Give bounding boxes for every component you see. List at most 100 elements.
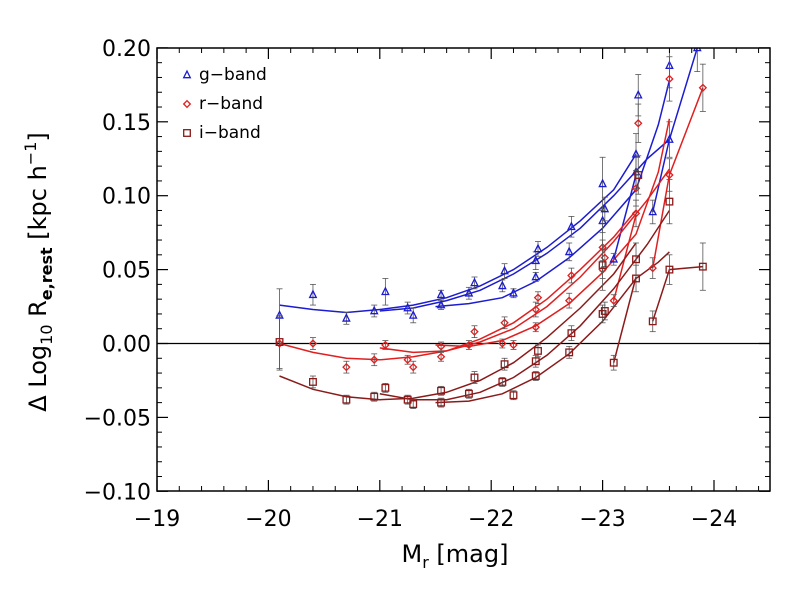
data-point	[275, 315, 284, 370]
data-point	[533, 241, 543, 257]
data-point	[648, 257, 657, 279]
y-tick-label: 0.20	[102, 37, 151, 62]
data-point	[369, 304, 379, 318]
data-point	[464, 286, 474, 300]
legend-marker-triangle	[182, 69, 192, 79]
data-point	[381, 278, 390, 306]
data-point	[609, 252, 619, 266]
data-point	[437, 397, 446, 408]
data-point	[381, 383, 390, 393]
marker-triangle	[564, 246, 574, 256]
marker-square	[275, 338, 284, 346]
data-point	[509, 390, 518, 401]
data-point	[403, 301, 413, 315]
marker-square	[437, 386, 446, 395]
legend-marker-i-band	[183, 129, 191, 137]
marker-diamond	[531, 305, 540, 314]
marker-diamond	[342, 362, 351, 372]
marker-triangle	[692, 48, 702, 52]
marker-triangle	[497, 280, 507, 290]
data-point	[408, 307, 418, 324]
marker-triangle	[381, 286, 390, 296]
marker-square	[464, 389, 473, 398]
y-tick-label: −0.05	[84, 406, 151, 431]
marker-diamond	[436, 352, 446, 362]
fit-curve	[379, 138, 670, 312]
marker-diamond	[665, 170, 674, 180]
data-point	[308, 337, 318, 350]
marker-diamond	[634, 119, 643, 128]
data-point	[381, 340, 390, 350]
marker-triangle	[531, 255, 541, 265]
marker-diamond	[381, 340, 390, 350]
legend-marker-diamond	[182, 99, 192, 109]
x-tick-label: −23	[579, 507, 625, 532]
marker-diamond	[370, 355, 379, 364]
data-point	[500, 263, 509, 279]
marker-triangle	[665, 134, 674, 143]
fit-curve	[435, 80, 671, 308]
data-point	[409, 399, 418, 409]
x-tick-label: −24	[691, 507, 737, 532]
data-point	[609, 354, 618, 371]
marker-triangle	[436, 289, 446, 299]
marker-triangle	[600, 203, 610, 213]
marker-triangle	[408, 310, 418, 319]
marker-square	[531, 357, 540, 366]
marker-triangle	[500, 265, 509, 275]
data-point	[497, 279, 507, 293]
data-point	[342, 394, 351, 405]
data-point	[500, 357, 509, 371]
fit-curve	[279, 242, 637, 401]
data-point	[698, 242, 707, 291]
marker-diamond	[464, 340, 474, 350]
marker-diamond	[470, 327, 479, 336]
legend: g−band r−band i−band	[182, 65, 267, 143]
marker-triangle	[308, 289, 318, 299]
marker-triangle	[531, 271, 541, 281]
marker-diamond	[531, 323, 540, 332]
data-point	[665, 121, 674, 158]
marker-diamond	[631, 209, 641, 218]
data-point	[370, 391, 379, 402]
data-point	[567, 267, 576, 284]
marker-triangle	[598, 178, 607, 188]
y-tick-label: 0.15	[102, 111, 151, 136]
legend-label-r-band: r−band	[199, 94, 263, 114]
marker-square	[665, 197, 674, 206]
marker-diamond	[500, 318, 509, 328]
data-point	[600, 301, 609, 321]
data-point	[564, 292, 574, 309]
data-point	[634, 103, 643, 143]
marker-square	[600, 307, 609, 315]
fit-curve	[379, 210, 671, 401]
marker-diamond	[648, 263, 657, 273]
x-axis-label: Mr [mag]	[402, 540, 509, 572]
data-point	[565, 346, 574, 359]
data-point	[403, 354, 412, 365]
data-point	[498, 338, 507, 349]
data-point	[509, 340, 518, 350]
data-point	[533, 291, 543, 304]
data-point	[567, 215, 576, 238]
marker-square	[632, 255, 640, 264]
marker-triangle	[369, 305, 379, 315]
marker-triangle	[567, 221, 576, 231]
fit-curve	[651, 265, 703, 322]
marker-square	[309, 377, 317, 386]
data-point	[567, 325, 576, 341]
data-point	[436, 351, 446, 362]
marker-square	[609, 358, 618, 367]
marker-square	[381, 383, 390, 392]
marker-diamond	[567, 271, 576, 280]
marker-diamond	[564, 296, 574, 305]
marker-diamond	[498, 339, 507, 348]
marker-triangle	[633, 89, 643, 99]
data-point	[531, 322, 540, 333]
marker-square	[567, 329, 576, 338]
legend-marker-square	[183, 129, 191, 137]
marker-triangle	[470, 277, 479, 287]
data-point	[409, 360, 418, 374]
data-point	[436, 289, 446, 300]
marker-square	[437, 398, 446, 407]
